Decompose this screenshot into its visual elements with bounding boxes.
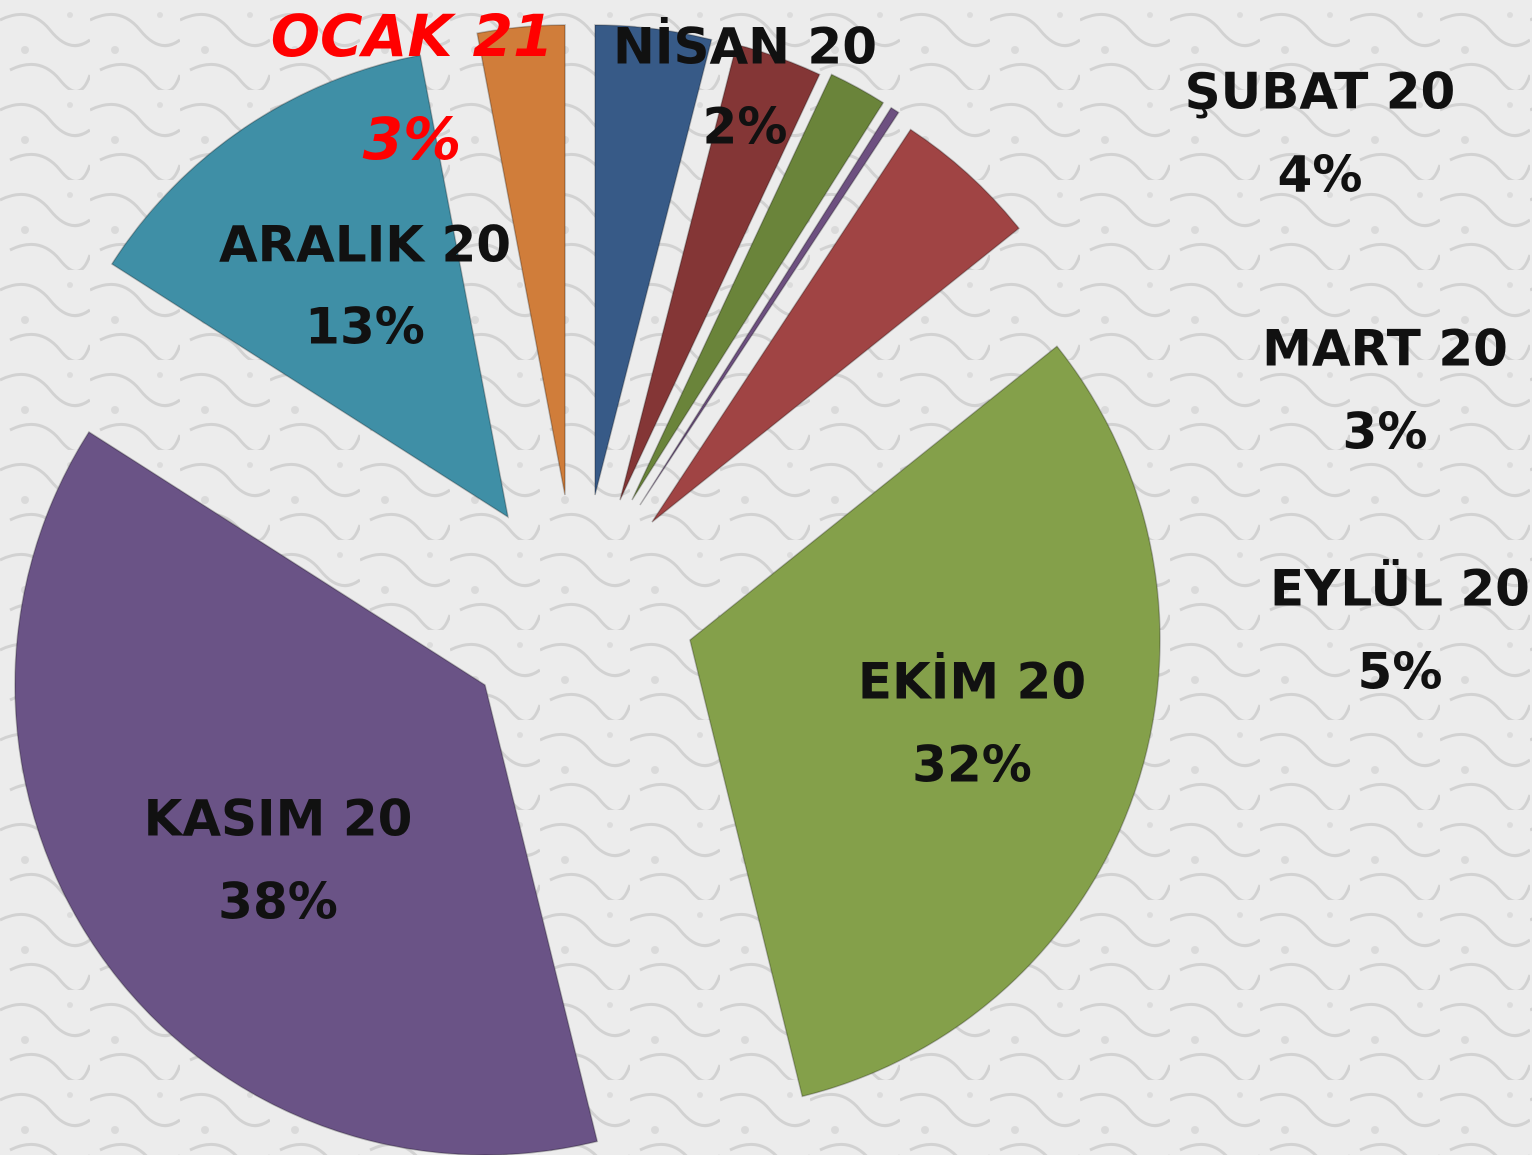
pie [14,24,1161,1155]
slice-value-label: 3% [363,105,461,173]
slice-value-label: 13% [305,298,425,356]
slice-label: EKİM 20 [858,653,1086,711]
slice-value-label: 32% [912,736,1032,794]
slice-label: KASIM 20 [144,790,413,848]
pie-slice [476,24,566,496]
slice-label: MART 20 [1262,320,1508,378]
pie-slice [619,43,821,501]
slice-value-label: 3% [1343,403,1428,461]
pie-slice [110,54,510,519]
slice-label: NİSAN 20 [613,18,877,76]
slice-label: EYLÜL 20 [1270,559,1530,618]
labels: ŞUBAT 20 4% MART 20 3% NİSAN 20 2% EYLÜL 20 5% E… [144,2,1530,930]
pie-slice [594,24,713,496]
pie-slice [689,345,1161,1098]
slice-value-label: 2% [703,98,788,156]
slice-label: ŞUBAT 20 [1185,63,1456,121]
slice-value-label: 38% [218,873,338,931]
slice-label: OCAK 21 [271,2,554,70]
pie-slice [651,128,1020,523]
slice-label: ARALIK 20 [219,216,511,274]
slice-value-label: 5% [1358,643,1443,701]
slice-value-label: 4% [1278,146,1363,204]
pie-slice [639,106,900,506]
pie-slice [631,73,885,501]
pie-slice [14,430,599,1155]
